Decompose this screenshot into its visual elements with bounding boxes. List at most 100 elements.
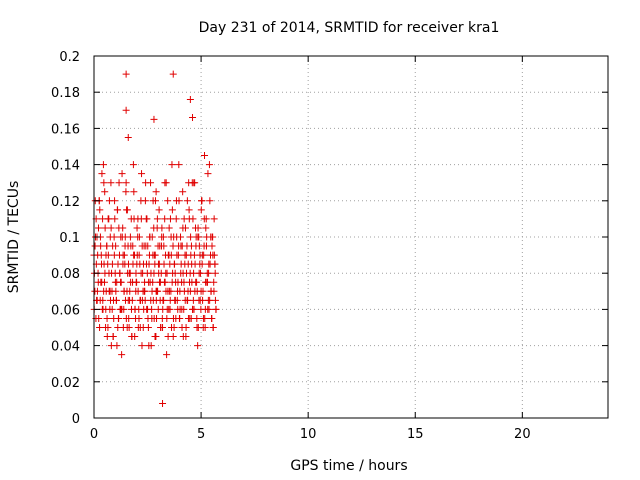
data-point [190,179,198,187]
data-point [109,296,117,304]
data-point [101,269,109,277]
data-point [122,314,130,322]
data-point [102,324,110,331]
data-point [133,278,141,286]
data-point [154,260,162,268]
x-tick-label: 20 [514,427,531,442]
data-point [145,342,153,350]
data-point [132,269,140,277]
data-point [198,251,206,259]
data-point [144,314,152,322]
data-point [104,215,112,223]
data-point [129,242,137,250]
data-point [153,215,161,223]
data-point [201,324,209,331]
data-point [207,251,215,259]
data-point [96,206,104,214]
data-point [210,278,218,286]
data-point [179,269,187,277]
y-tick-label: 0.08 [51,267,80,282]
data-point [209,324,217,331]
data-point [197,206,205,214]
data-point [174,305,182,313]
data-point [165,224,173,232]
data-point [124,260,132,268]
y-tick-label: 0.2 [59,50,80,65]
chart-title: Day 231 of 2014, SRMTID for receiver kra… [199,20,500,36]
data-point [117,305,125,313]
data-point [106,233,114,241]
data-point [202,215,210,223]
data-point [181,260,189,268]
data-point [190,251,198,259]
data-point [192,242,200,250]
data-point [103,242,111,250]
data-point [159,400,167,408]
data-point [176,287,184,295]
data-point [195,269,203,277]
data-point [98,305,106,313]
data-point [204,296,212,304]
data-point [102,251,110,259]
data-point [160,242,168,250]
data-point [152,188,160,196]
data-point [211,296,219,304]
data-point [113,278,121,286]
data-point [203,233,211,241]
data-point [204,170,212,178]
y-tick-label: 0 [72,412,80,427]
data-point [122,179,130,187]
data-point [158,314,166,322]
data-point [169,242,177,250]
data-point [184,287,192,295]
data-point [186,278,194,286]
data-point [189,215,197,223]
data-point [175,197,183,205]
data-point [171,269,179,277]
data-point [165,305,173,313]
data-point [186,95,194,103]
data-point [114,324,122,331]
x-tick-label: 10 [300,427,317,442]
data-point [122,188,130,196]
data-point [180,305,188,313]
data-point [115,179,123,187]
data-point [141,278,149,286]
data-point [149,197,157,205]
data-point [142,179,150,187]
data-point [137,197,145,205]
grid-lines [94,56,608,418]
data-point [155,206,163,214]
data-point [111,197,119,205]
data-point [168,161,176,169]
data-point [139,260,147,268]
data-point [196,260,204,268]
y-tick-label: 0.04 [51,340,80,355]
data-point [125,324,133,331]
data-point [212,305,220,313]
data-point [106,305,114,313]
data-point [99,161,107,169]
data-point [105,287,113,295]
data-point [187,233,195,241]
data-point [205,161,213,169]
y-tick-label: 0.16 [51,122,80,137]
data-point [197,305,205,313]
data-point [175,161,183,169]
data-point [181,224,189,232]
data-point [119,251,127,259]
data-point [132,314,140,322]
data-point [107,179,115,187]
data-point [207,287,215,295]
data-point [146,233,154,241]
data-point [133,224,141,232]
data-point [185,206,193,214]
data-point [189,305,197,313]
data-point [208,314,216,322]
data-point [99,296,107,304]
data-point [151,251,159,259]
x-tick-label: 5 [197,427,205,442]
data-point [183,197,191,205]
data-point [171,260,179,268]
